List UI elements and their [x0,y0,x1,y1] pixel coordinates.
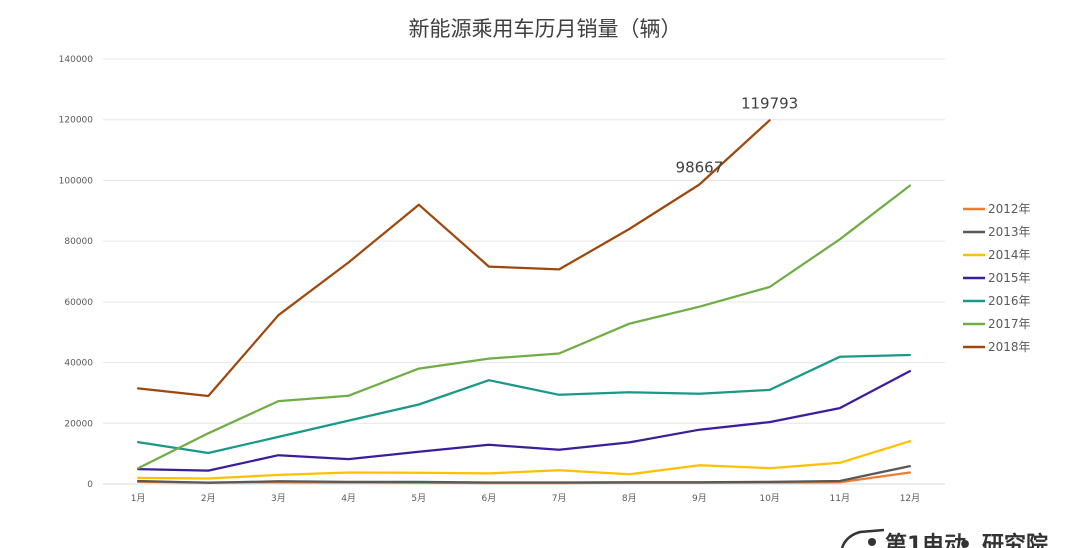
legend-label: 2012年 [988,202,1031,216]
x-axis-tick-labels: 1月 2月 3月 4月 5月 6月 7月 8月 9月 10月 11月 12月 [131,493,920,504]
legend-label: 2018年 [988,340,1031,354]
data-labels: 98667 119793 [676,94,799,176]
chart-title: 新能源乘用车历月销量（辆） [409,17,682,41]
y-tick-label: 80000 [64,237,93,247]
legend-label: 2017年 [988,317,1031,331]
y-axis-tick-labels: 0 20000 40000 60000 80000 100000 120000 140000 [59,55,94,490]
x-tick-label: 3月 [271,493,286,504]
legend-label: 2013年 [988,225,1031,239]
y-tick-label: 40000 [64,359,93,369]
x-tick-label: 8月 [622,493,637,504]
gridlines [103,58,945,485]
series-line-7 [136,119,771,398]
data-label: 119793 [741,94,798,112]
x-tick-label: 4月 [341,493,356,504]
x-tick-label: 9月 [692,493,707,504]
x-tick-label: 6月 [482,493,497,504]
series-line-3 [136,440,912,480]
legend-label: 2014年 [988,248,1031,262]
y-tick-label: 120000 [59,116,94,126]
x-tick-label: 7月 [552,493,567,504]
x-tick-label: 12月 [900,493,920,504]
watermark-brand: 第1电动 [885,532,966,548]
watermark-logo: 第1电动 • 研究院 [840,528,1048,548]
series-line-6 [136,184,912,470]
watermark-suffix: 研究院 [982,532,1048,548]
x-tick-label: 10月 [759,493,779,504]
y-tick-label: 60000 [64,298,93,308]
series-lines [136,119,912,485]
legend: 2012年 2013年 2014年 2015年 2016年 2017年 2018年 [963,202,1031,354]
series-line-4 [136,369,912,472]
series-line-5 [136,353,912,455]
legend-label: 2015年 [988,271,1031,285]
watermark-separator: • [958,533,972,548]
car-logo-icon [840,528,885,548]
y-tick-label: 20000 [64,419,93,429]
legend-label: 2016年 [988,294,1031,308]
x-tick-label: 1月 [131,493,146,504]
x-tick-label: 5月 [411,493,426,504]
series-line-2 [136,464,912,484]
x-tick-label: 2月 [201,493,216,504]
data-label: 98667 [676,158,724,176]
x-tick-label: 11月 [830,493,850,504]
y-tick-label: 100000 [59,176,94,186]
y-tick-label: 0 [87,480,93,490]
y-tick-label: 140000 [59,55,94,65]
